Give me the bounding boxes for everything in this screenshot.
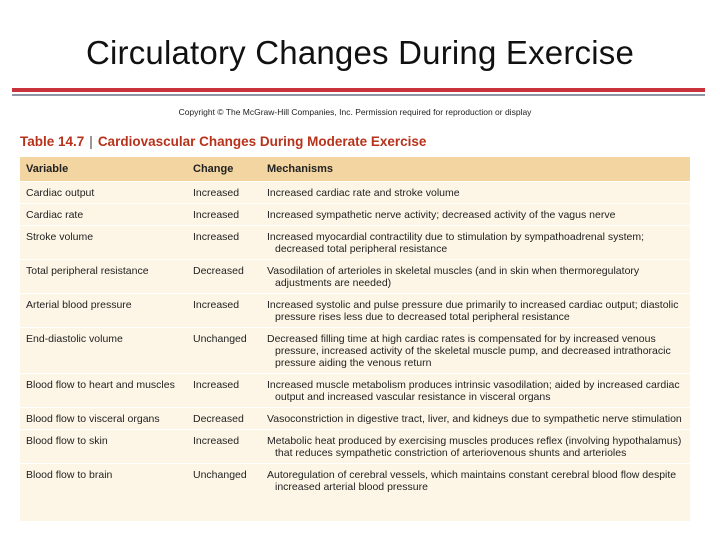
mechanism-text: Vasoconstriction in digestive tract, liv… [267,412,682,425]
cell-change: Decreased [187,258,261,293]
cell-variable: Arterial blood pressure [20,292,187,327]
table-row: End-diastolic volume Unchanged Decreased f… [20,326,690,373]
cell-variable: Cardiac output [20,180,187,203]
cell-mechanism: Vasodilation of arterioles in skeletal m… [261,258,690,293]
cell-change: Increased [187,180,261,203]
cell-change: Increased [187,224,261,259]
mechanism-text: Vasodilation of arterioles in skeletal m… [267,264,640,289]
cell-change: Increased [187,372,261,407]
table-header-row: Variable Change Mechanisms [20,157,690,181]
mechanism-text: Increased sympathetic nerve activity; de… [267,208,616,221]
table-row: Blood flow to skin Increased Metabolic hea… [20,428,690,463]
cell-change: Unchanged [187,326,261,373]
cell-mechanism: Increased systolic and pulse pressure du… [261,292,690,327]
cell-change: Increased [187,292,261,327]
title-divider-red [12,88,705,92]
table-row: Total peripheral resistance Decreased Vaso… [20,258,690,293]
table-caption: Table 14.7 | Cardiovascular Changes During… [20,134,426,149]
mechanism-text: Increased muscle metabolism produces int… [267,378,680,403]
table-row: Arterial blood pressure Increased Increase… [20,292,690,327]
copyright-notice: Copyright © The McGraw-Hill Companies, I… [178,107,532,117]
title-divider-gray [12,94,705,96]
mechanism-text: Increased systolic and pulse pressure du… [267,298,679,323]
cell-change: Decreased [187,406,261,429]
cell-mechanism: Increased sympathetic nerve activity; de… [261,202,690,225]
cell-variable: Blood flow to heart and muscles [20,372,187,407]
table-body: Cardiac output Increased Increased cardiac… [20,180,690,497]
data-table-container: Variable Change Mechanisms Cardiac outpu… [20,157,690,521]
table-row: Blood flow to visceral organs Decreased Va… [20,406,690,429]
header-mechanisms: Mechanisms [267,162,334,175]
cell-variable: Blood flow to skin [20,428,187,463]
mechanism-text: Decreased filling time at high cardiac r… [267,332,671,369]
cell-variable: Blood flow to brain [20,462,187,497]
cell-change: Unchanged [187,462,261,497]
table-row: Blood flow to brain Unchanged Autoregulati… [20,462,690,497]
cell-variable: Total peripheral resistance [20,258,187,293]
table-number: Table 14.7 [20,134,85,149]
mechanism-text: Autoregulation of cerebral vessels, whic… [267,468,677,493]
slide-title: Circulatory Changes During Exercise [85,34,635,71]
cell-change: Increased [187,202,261,225]
cardiovascular-changes-table: Variable Change Mechanisms Cardiac outpu… [20,157,690,497]
cell-mechanism: Increased cardiac rate and stroke volume [261,180,690,203]
caption-separator: | [89,134,93,149]
cell-variable: Cardiac rate [20,202,187,225]
cell-change: Increased [187,428,261,463]
mechanism-text: Increased myocardial contractility due t… [267,230,645,255]
mechanism-text: Increased cardiac rate and stroke volume [267,186,460,199]
table-row: Cardiac output Increased Increased cardiac… [20,180,690,203]
table-row: Stroke volume Increased Increased myocardi… [20,224,690,259]
cell-mechanism: Vasoconstriction in digestive tract, liv… [261,406,690,429]
cell-variable: Blood flow to visceral organs [20,406,187,429]
header-variable: Variable [26,162,69,175]
cell-variable: Stroke volume [20,224,187,259]
cell-mechanism: Increased muscle metabolism produces int… [261,372,690,407]
cell-mechanism: Metabolic heat produced by exercising mu… [261,428,690,463]
table-row: Blood flow to heart and muscles Increased… [20,372,690,407]
table-caption-text: Cardiovascular Changes During Moderate E… [97,134,427,149]
cell-mechanism: Decreased filling time at high cardiac r… [261,326,690,373]
header-change: Change [193,162,234,175]
mechanism-text: Metabolic heat produced by exercising mu… [267,434,682,459]
cell-variable: End-diastolic volume [20,326,187,373]
table-row: Cardiac rate Increased Increased sympathet… [20,202,690,225]
cell-mechanism: Autoregulation of cerebral vessels, whic… [261,462,690,497]
cell-mechanism: Increased myocardial contractility due t… [261,224,690,259]
